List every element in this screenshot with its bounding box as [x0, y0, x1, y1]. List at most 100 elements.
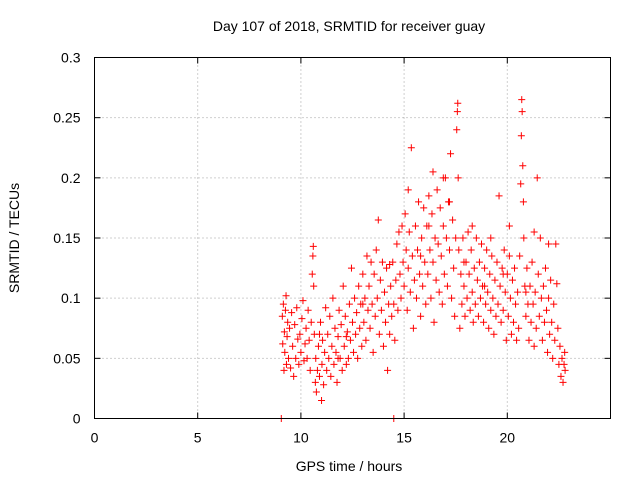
data-point: [411, 222, 419, 230]
data-point: [317, 318, 325, 326]
data-point: [404, 264, 412, 272]
data-point: [443, 282, 451, 290]
data-point: [353, 309, 361, 317]
data-point: [388, 312, 396, 320]
data-point: [422, 300, 430, 308]
data-point: [551, 336, 559, 344]
plot-frame: [94, 57, 611, 419]
data-point: [561, 366, 569, 374]
data-point: [538, 336, 546, 344]
data-point: [491, 276, 499, 284]
data-point: [513, 336, 521, 344]
data-point: [361, 294, 369, 302]
data-point: [386, 330, 394, 338]
data-point: [379, 342, 387, 350]
data-points: [277, 96, 569, 422]
data-point: [468, 288, 476, 296]
data-point: [435, 288, 443, 296]
data-point: [362, 336, 370, 344]
data-point: [342, 333, 350, 341]
data-point: [390, 300, 398, 308]
data-point: [547, 276, 555, 284]
data-point: [393, 240, 401, 248]
data-point: [487, 306, 495, 314]
data-point: [364, 306, 372, 314]
data-point: [466, 306, 474, 314]
data-point: [501, 288, 509, 296]
data-point: [330, 360, 338, 368]
data-point: [426, 246, 434, 254]
data-point: [415, 198, 423, 206]
data-point: [481, 264, 489, 272]
data-point: [469, 318, 477, 326]
data-point: [420, 204, 428, 212]
data-point: [561, 348, 569, 356]
data-point: [520, 234, 528, 242]
data-point: [417, 312, 425, 320]
data-point: [384, 366, 392, 374]
data-point: [511, 264, 519, 272]
data-point: [305, 336, 313, 344]
data-point: [431, 234, 439, 242]
data-point: [419, 282, 427, 290]
data-point: [409, 324, 417, 332]
data-point: [279, 300, 287, 308]
data-point: [459, 234, 467, 242]
data-point: [321, 348, 329, 356]
chart-title: Day 107 of 2018, SRMTID for receiver gua…: [213, 18, 485, 34]
data-point: [319, 336, 327, 344]
data-point: [474, 312, 482, 320]
data-point: [548, 318, 556, 326]
data-point: [515, 324, 523, 332]
data-point: [375, 330, 383, 338]
data-point: [541, 264, 549, 272]
data-point: [302, 324, 310, 332]
data-point: [373, 294, 381, 302]
data-point: [412, 294, 420, 302]
data-point: [378, 258, 386, 266]
data-point: [369, 348, 377, 356]
data-point: [370, 270, 378, 278]
data-point: [320, 381, 328, 389]
data-point: [517, 180, 525, 188]
data-point: [517, 132, 525, 140]
data-point: [534, 270, 542, 278]
data-point: [398, 222, 406, 230]
data-point: [286, 324, 294, 332]
data-point: [448, 294, 456, 302]
data-point: [485, 324, 493, 332]
data-point: [377, 306, 385, 314]
data-point: [421, 258, 429, 266]
x-tick-label: 20: [500, 430, 516, 446]
data-point: [527, 318, 535, 326]
data-point: [289, 342, 297, 350]
data-point: [391, 336, 399, 344]
data-point: [550, 300, 558, 308]
data-point: [447, 150, 455, 158]
data-point: [368, 300, 376, 308]
data-point: [407, 144, 415, 152]
data-point: [332, 348, 340, 356]
data-point: [376, 276, 384, 284]
data-point: [401, 210, 409, 218]
y-tick-label: 0.05: [53, 350, 80, 366]
data-point: [287, 364, 295, 372]
data-point: [490, 330, 498, 338]
data-point: [455, 246, 463, 254]
data-point: [349, 318, 356, 326]
data-point: [478, 240, 485, 248]
data-point: [442, 234, 450, 242]
data-point: [301, 340, 309, 348]
data-point: [325, 354, 333, 362]
data-point: [553, 280, 561, 288]
data-point: [536, 234, 544, 242]
data-point: [489, 294, 497, 302]
data-point: [356, 324, 364, 332]
data-point: [529, 300, 537, 308]
data-point: [499, 306, 507, 314]
data-point: [299, 297, 307, 305]
data-point: [371, 312, 379, 320]
data-point: [425, 192, 433, 200]
data-point: [367, 258, 375, 266]
data-point: [507, 330, 515, 338]
